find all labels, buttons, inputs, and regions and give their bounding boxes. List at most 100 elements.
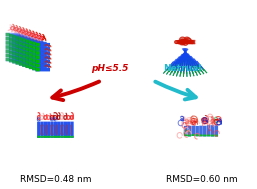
Polygon shape <box>186 57 190 71</box>
FancyBboxPatch shape <box>19 58 33 62</box>
FancyBboxPatch shape <box>32 50 47 54</box>
FancyBboxPatch shape <box>16 36 20 40</box>
FancyBboxPatch shape <box>16 40 20 44</box>
Polygon shape <box>183 63 185 77</box>
Polygon shape <box>203 69 207 73</box>
Polygon shape <box>184 48 187 62</box>
Polygon shape <box>180 48 188 62</box>
FancyBboxPatch shape <box>15 36 30 40</box>
FancyBboxPatch shape <box>22 55 37 59</box>
FancyBboxPatch shape <box>19 41 33 45</box>
Polygon shape <box>172 62 179 76</box>
FancyBboxPatch shape <box>22 39 26 42</box>
Polygon shape <box>190 66 192 71</box>
FancyBboxPatch shape <box>25 52 40 56</box>
Polygon shape <box>183 48 190 62</box>
FancyBboxPatch shape <box>22 43 37 46</box>
Polygon shape <box>176 62 179 67</box>
FancyBboxPatch shape <box>188 126 191 136</box>
FancyBboxPatch shape <box>26 56 30 60</box>
FancyBboxPatch shape <box>9 42 23 46</box>
Polygon shape <box>171 56 181 69</box>
FancyBboxPatch shape <box>47 122 50 138</box>
FancyBboxPatch shape <box>9 55 13 58</box>
FancyBboxPatch shape <box>29 53 33 57</box>
Polygon shape <box>182 60 184 65</box>
Polygon shape <box>180 54 185 68</box>
FancyBboxPatch shape <box>32 58 36 62</box>
Polygon shape <box>188 69 190 74</box>
Polygon shape <box>179 62 183 77</box>
FancyBboxPatch shape <box>6 49 10 53</box>
Polygon shape <box>185 57 187 71</box>
FancyBboxPatch shape <box>37 136 40 138</box>
Polygon shape <box>178 63 180 68</box>
FancyBboxPatch shape <box>35 59 50 63</box>
FancyBboxPatch shape <box>35 47 40 51</box>
FancyBboxPatch shape <box>32 46 36 50</box>
Polygon shape <box>180 63 182 68</box>
Polygon shape <box>181 48 187 62</box>
Polygon shape <box>174 62 178 67</box>
FancyBboxPatch shape <box>6 45 20 49</box>
FancyBboxPatch shape <box>35 43 40 46</box>
Polygon shape <box>179 57 182 62</box>
FancyBboxPatch shape <box>9 34 23 38</box>
FancyBboxPatch shape <box>44 122 47 138</box>
Polygon shape <box>185 51 190 65</box>
Polygon shape <box>185 51 196 64</box>
FancyBboxPatch shape <box>203 126 207 136</box>
Polygon shape <box>171 65 175 69</box>
FancyBboxPatch shape <box>25 64 40 68</box>
Polygon shape <box>178 54 184 68</box>
Polygon shape <box>184 48 186 62</box>
FancyBboxPatch shape <box>15 44 30 48</box>
Polygon shape <box>187 63 189 68</box>
FancyBboxPatch shape <box>199 135 203 136</box>
Polygon shape <box>175 51 186 64</box>
FancyBboxPatch shape <box>6 33 10 36</box>
FancyBboxPatch shape <box>12 35 27 39</box>
Polygon shape <box>171 59 179 73</box>
Polygon shape <box>191 59 196 64</box>
FancyBboxPatch shape <box>191 126 195 136</box>
FancyBboxPatch shape <box>29 45 33 48</box>
FancyBboxPatch shape <box>188 135 191 136</box>
FancyBboxPatch shape <box>29 41 43 44</box>
Polygon shape <box>181 57 184 71</box>
FancyBboxPatch shape <box>35 64 40 67</box>
Polygon shape <box>181 51 186 65</box>
Polygon shape <box>183 60 185 74</box>
FancyBboxPatch shape <box>19 46 33 49</box>
FancyBboxPatch shape <box>29 45 43 49</box>
Polygon shape <box>187 53 195 67</box>
Polygon shape <box>176 60 180 64</box>
Polygon shape <box>169 59 178 72</box>
Polygon shape <box>185 51 194 64</box>
FancyBboxPatch shape <box>25 56 40 60</box>
FancyBboxPatch shape <box>199 126 203 136</box>
FancyBboxPatch shape <box>64 136 67 138</box>
Polygon shape <box>172 54 183 66</box>
FancyBboxPatch shape <box>29 57 43 61</box>
Polygon shape <box>186 69 187 74</box>
FancyBboxPatch shape <box>29 49 33 53</box>
Polygon shape <box>166 70 170 75</box>
Polygon shape <box>194 61 199 66</box>
Polygon shape <box>182 48 192 61</box>
FancyBboxPatch shape <box>19 42 23 45</box>
FancyBboxPatch shape <box>6 41 10 45</box>
Polygon shape <box>182 57 184 62</box>
Polygon shape <box>193 62 197 67</box>
FancyBboxPatch shape <box>9 34 13 38</box>
FancyBboxPatch shape <box>12 43 27 47</box>
Polygon shape <box>186 72 188 77</box>
FancyBboxPatch shape <box>22 43 26 46</box>
Polygon shape <box>176 54 184 67</box>
Polygon shape <box>183 57 185 62</box>
FancyBboxPatch shape <box>19 46 23 49</box>
Polygon shape <box>176 51 186 64</box>
FancyBboxPatch shape <box>26 60 30 64</box>
Polygon shape <box>179 49 188 62</box>
Polygon shape <box>181 57 184 62</box>
